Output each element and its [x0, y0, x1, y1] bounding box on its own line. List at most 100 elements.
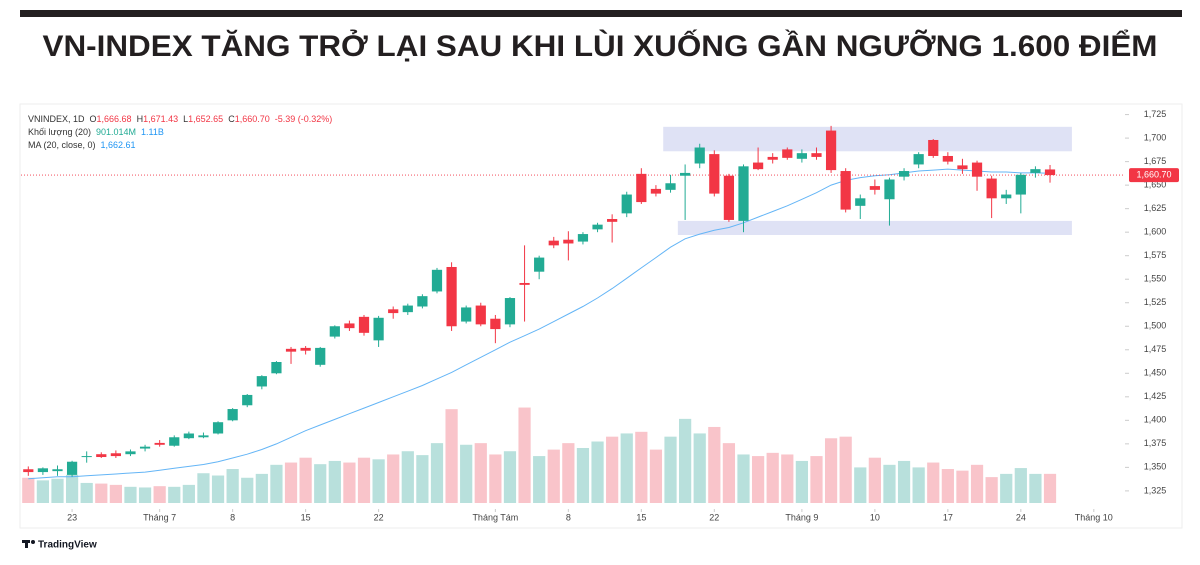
volume-bar	[985, 477, 998, 503]
legend-item: 1.11B	[141, 127, 164, 137]
candle-body	[855, 198, 866, 206]
volume-bar	[197, 473, 210, 503]
candle-body	[767, 156, 778, 160]
legend-item: L	[183, 114, 188, 124]
volume-bar	[182, 484, 195, 503]
x-tick-label: 22	[709, 512, 719, 522]
y-tick-label: 1,450	[1144, 368, 1167, 378]
candle-body	[329, 326, 340, 337]
candle-body	[37, 468, 49, 473]
candle-body	[1015, 174, 1026, 195]
logo	[31, 540, 35, 544]
volume-bar	[912, 467, 925, 503]
candle-body	[942, 155, 953, 162]
volume-bar	[970, 464, 984, 503]
candle-body	[548, 240, 559, 246]
candle-body	[52, 469, 63, 472]
legend-item: 1,652.65	[188, 114, 223, 124]
y-tick-label: 1,500	[1144, 321, 1167, 331]
candle-body	[752, 162, 764, 170]
volume-bar	[824, 438, 838, 503]
volume-bar	[737, 454, 750, 503]
y-tick-label: 1,650	[1144, 180, 1167, 190]
candle-body	[169, 437, 180, 446]
volume-bar	[868, 457, 881, 503]
x-tick-label: Tháng Tám	[472, 512, 518, 522]
volume-bar	[270, 464, 283, 503]
volume-bar	[1000, 473, 1013, 503]
page-title: VN-INDEX TĂNG TRỞ LẠI SAU KHI LÙI XUỐNG …	[43, 29, 1158, 63]
volume-bar	[401, 451, 414, 503]
volume-bar	[941, 469, 954, 503]
volume-bar	[503, 451, 517, 503]
volume-bar	[153, 486, 166, 503]
volume-bar	[284, 462, 298, 503]
x-tick-label: 23	[67, 512, 77, 522]
volume-bar	[95, 483, 108, 503]
volume-bar	[299, 457, 312, 503]
volume-bar	[138, 487, 152, 503]
candle-body	[475, 305, 486, 325]
y-tick-label: 1,675	[1144, 156, 1167, 166]
volume-bar	[124, 486, 137, 503]
legend-item: MA (20, close, 0)	[28, 140, 96, 150]
y-tick-label: 1,550	[1144, 274, 1167, 284]
y-tick-label: 1,325	[1144, 485, 1167, 495]
volume-bar	[591, 441, 604, 503]
candle-body	[665, 183, 676, 190]
volume-bar	[445, 409, 458, 503]
candle-body	[577, 234, 589, 242]
volume-bar	[211, 475, 225, 503]
volume-bar	[343, 462, 356, 503]
volume-bar	[460, 444, 473, 503]
candle-body	[315, 347, 326, 365]
legend-item: 901.014M	[96, 127, 136, 137]
volume-bar	[1029, 473, 1042, 503]
x-tick-label: 8	[566, 512, 571, 522]
candle-body	[723, 175, 735, 220]
y-tick-label: 1,475	[1144, 344, 1167, 354]
candle-body	[811, 153, 822, 157]
y-tick-label: 1,575	[1144, 250, 1167, 260]
legend-item: 1,662.61	[101, 140, 136, 150]
volume-bar	[474, 443, 487, 503]
candle-body	[928, 139, 939, 156]
volume-bar	[781, 454, 794, 503]
volume-bar	[1014, 468, 1027, 503]
volume-bar	[22, 477, 35, 503]
x-tick-label: 15	[301, 512, 311, 522]
x-tick-label: 24	[1016, 512, 1026, 522]
y-tick-label: 1,725	[1144, 109, 1167, 119]
x-tick-label: Tháng 10	[1075, 512, 1113, 522]
volume-bar	[65, 474, 79, 503]
last-price-tag	[1129, 168, 1179, 183]
y-tick-label: 1,400	[1144, 415, 1167, 425]
candle-body	[986, 178, 997, 199]
candle-body	[344, 323, 355, 329]
volume-bar	[679, 418, 692, 503]
top-bar	[20, 10, 1182, 17]
brand: TradingView	[22, 540, 97, 551]
y-tick-label: 1,375	[1144, 438, 1167, 448]
volume-bar	[664, 436, 677, 503]
volume-bar	[80, 482, 93, 503]
footer-brand: TradingView	[38, 540, 97, 551]
volume-bar	[562, 443, 575, 503]
volume-bar	[489, 454, 502, 503]
volume-bar	[722, 443, 736, 503]
x-tick-label: Tháng 7	[143, 512, 176, 522]
candle-body	[884, 179, 895, 200]
candle-body	[300, 347, 311, 351]
x-tick-label: 15	[636, 512, 646, 522]
legend-item: 1,666.68	[97, 114, 132, 124]
volume-bar	[576, 447, 590, 503]
candle-body	[96, 454, 107, 458]
volume-bar	[693, 433, 706, 503]
volume-bar	[883, 464, 896, 503]
candle-body	[125, 451, 136, 455]
candle-body	[227, 409, 238, 421]
volume-bar	[897, 460, 911, 503]
candle-body	[898, 171, 910, 177]
candle-body	[212, 422, 224, 434]
